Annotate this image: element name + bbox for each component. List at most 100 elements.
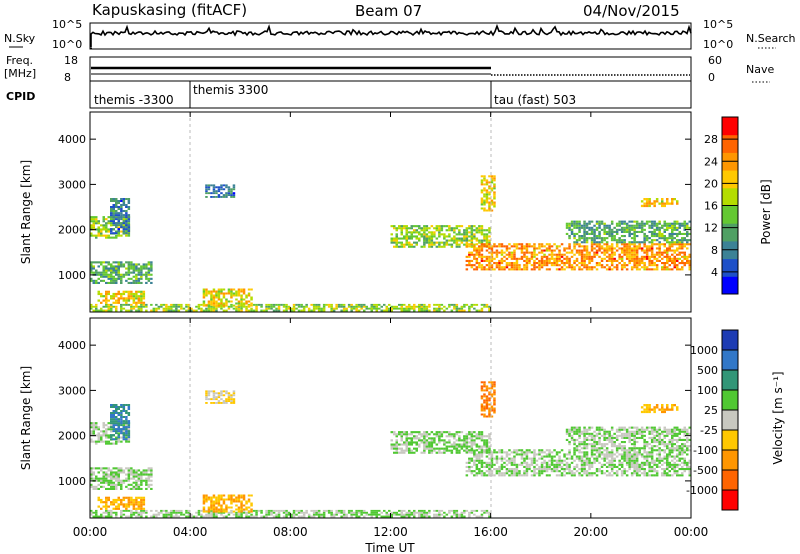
echo-cell-0: [325, 303, 328, 306]
echo-cell-10: [595, 228, 599, 231]
echo-cell-9: [593, 449, 596, 452]
echo-cell-2: [247, 292, 251, 295]
echo-cell-7: [453, 437, 456, 440]
echo-cell-0: [398, 509, 401, 512]
echo-cell-5: [115, 430, 118, 433]
echo-cell-3: [147, 261, 151, 264]
echo-cell-4: [100, 228, 103, 231]
echo-cell-2: [220, 498, 223, 501]
echo-cell-9: [505, 455, 509, 458]
echo-cell-9: [608, 255, 611, 258]
echo-cell-0: [312, 303, 316, 306]
echo-cell-9: [505, 463, 509, 466]
echo-cell-2: [250, 298, 253, 301]
echo-cell-7: [473, 237, 476, 240]
echo-cell-9: [545, 257, 549, 260]
echo-cell-9: [588, 461, 591, 464]
echo-cell-7: [448, 445, 451, 448]
echo-cell-0: [403, 309, 406, 312]
echo-cell-0: [463, 509, 466, 512]
echo-cell-9: [465, 245, 469, 248]
echo-cell-9: [563, 470, 566, 473]
echo-cell-7: [393, 447, 396, 450]
echo-cell-0: [247, 511, 251, 514]
echo-cell-9: [628, 251, 631, 254]
echo-cell-8: [490, 199, 494, 202]
echo-cell-9: [623, 451, 626, 454]
echo-cell-10: [620, 226, 624, 229]
echo-cell-10: [666, 226, 669, 229]
echo-cell-9: [650, 243, 654, 246]
echo-cell-1: [137, 501, 141, 504]
echo-cell-5: [127, 202, 131, 204]
echo-cell-5: [117, 200, 120, 202]
echo-cell-0: [132, 305, 136, 308]
echo-cell-0: [365, 513, 368, 516]
echo-cell-9: [565, 465, 569, 468]
echo-cell-9: [580, 257, 584, 260]
echo-cell-9: [658, 453, 661, 456]
echo-cell-10: [630, 232, 634, 235]
echo-cell-8: [480, 183, 484, 186]
echo-cell-10: [578, 432, 581, 435]
echo-cell-9: [548, 463, 551, 466]
echo-cell-10: [605, 224, 609, 227]
echo-cell-3: [115, 485, 118, 488]
echo-cell-9: [590, 465, 594, 468]
echo-cell-7: [415, 431, 418, 434]
echo-cell-9: [550, 451, 554, 454]
echo-cell-3: [142, 473, 146, 476]
echo-cell-2: [230, 300, 233, 303]
echo-cell-3: [130, 473, 133, 476]
echo-cell-3: [102, 271, 105, 274]
echo-cell-9: [555, 468, 559, 471]
echo-cell-3: [120, 483, 123, 486]
echo-cell-0: [272, 511, 276, 514]
echo-cell-0: [90, 513, 93, 516]
echo-cell-9: [658, 457, 661, 460]
echo-cell-9: [520, 474, 524, 477]
echo-cell-9: [676, 259, 679, 262]
echo-cell-9: [555, 268, 559, 271]
echo-cell-7: [415, 231, 418, 234]
echo-cell-9: [625, 264, 629, 267]
echo-cell-9: [598, 243, 601, 246]
echo-cell-8: [493, 391, 496, 394]
echo-cell-7: [408, 235, 411, 238]
echo-cell-7: [410, 245, 413, 248]
echo-cell-7: [425, 233, 429, 236]
echo-cell-7: [393, 443, 396, 446]
echo-cell-0: [347, 305, 351, 308]
echo-cell-10: [640, 230, 644, 233]
echo-cell-10: [575, 432, 579, 435]
echo-cell-9: [643, 255, 646, 258]
echo-cell-0: [265, 307, 268, 310]
echo-cell-0: [197, 513, 201, 516]
echo-cell-9: [663, 243, 666, 246]
echo-cell-9: [580, 461, 584, 464]
echo-cell-10: [578, 426, 581, 429]
echo-cell-10: [615, 438, 619, 441]
echo-cell-9: [533, 251, 536, 254]
echo-cell-10: [605, 432, 609, 435]
echo-cell-7: [398, 227, 401, 230]
echo-cell-3: [107, 473, 110, 476]
echo-cell-0: [453, 305, 456, 308]
echo-cell-7: [425, 229, 429, 232]
echo-cell-8: [490, 383, 494, 386]
echo-cell-9: [490, 268, 494, 271]
echo-cell-9: [595, 459, 599, 462]
echo-cell-9: [498, 468, 501, 471]
echo-cell-9: [686, 468, 689, 471]
echo-cell-10: [568, 430, 571, 433]
echo-cell-0: [418, 515, 421, 518]
echo-cell-9: [473, 268, 476, 271]
echo-cell-9: [525, 264, 529, 267]
echo-cell-1: [122, 503, 126, 506]
echo-cell-9: [475, 468, 479, 471]
echo-cell-9: [495, 253, 499, 256]
echo-cell-9: [658, 465, 661, 468]
echo-cell-0: [455, 513, 459, 516]
echo-cell-9: [645, 251, 649, 254]
echo-cell-7: [395, 229, 398, 232]
